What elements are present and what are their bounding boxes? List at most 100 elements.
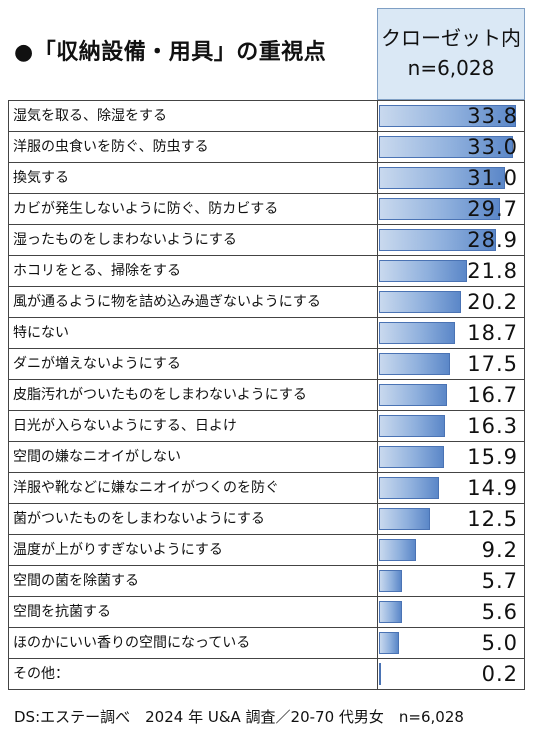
category-label: その他： bbox=[9, 659, 378, 689]
value-label: 5.7 bbox=[481, 569, 518, 593]
bar-cell: 0.2 bbox=[378, 659, 524, 689]
bar bbox=[379, 477, 439, 499]
category-label: ほのかにいい香りの空間になっている bbox=[9, 628, 378, 658]
value-label: 15.9 bbox=[467, 445, 518, 469]
category-label: 空間の菌を除菌する bbox=[9, 566, 378, 596]
bar bbox=[379, 198, 500, 220]
column-header-label: クローゼット内 bbox=[381, 26, 521, 50]
value-label: 5.6 bbox=[481, 600, 518, 624]
category-label: 空間を抗菌する bbox=[9, 597, 378, 627]
category-label: 湿気を取る、除湿をする bbox=[9, 101, 378, 131]
table-row: 換気する 31.0 bbox=[9, 162, 524, 193]
bar-cell: 20.2 bbox=[378, 287, 524, 317]
bar bbox=[379, 446, 444, 468]
bar bbox=[379, 663, 381, 685]
bar-cell: 33.8 bbox=[378, 101, 524, 131]
category-label: 温度が上がりすぎないようにする bbox=[9, 535, 378, 565]
bar bbox=[379, 136, 513, 158]
table-row: 特にない 18.7 bbox=[9, 317, 524, 348]
bar bbox=[379, 353, 450, 375]
bar bbox=[379, 229, 496, 251]
table-row: 菌がついたものをしまわないようにする 12.5 bbox=[9, 503, 524, 534]
source-note: DS:エステー調べ 2024 年 U&A 調査／20-70 代男女 n=6,02… bbox=[14, 708, 464, 726]
category-label: 特にない bbox=[9, 318, 378, 348]
column-header-sample-size: n=6,028 bbox=[407, 56, 495, 80]
bar-cell: 18.7 bbox=[378, 318, 524, 348]
table-row: 洋服の虫食いを防ぐ、防虫する 33.0 bbox=[9, 131, 524, 162]
bar-cell: 9.2 bbox=[378, 535, 524, 565]
value-label: 33.0 bbox=[467, 135, 518, 159]
category-label: 洋服の虫食いを防ぐ、防虫する bbox=[9, 132, 378, 162]
value-label: 12.5 bbox=[467, 507, 518, 531]
bar bbox=[379, 322, 455, 344]
value-label: 5.0 bbox=[481, 631, 518, 655]
category-label: 湿ったものをしまわないようにする bbox=[9, 225, 378, 255]
bar bbox=[379, 508, 430, 530]
value-label: 33.8 bbox=[467, 104, 518, 128]
bar bbox=[379, 105, 516, 127]
bar bbox=[379, 384, 447, 406]
bar bbox=[379, 632, 399, 654]
value-label: 29.7 bbox=[467, 197, 518, 221]
bar-cell: 29.7 bbox=[378, 194, 524, 224]
category-label: カビが発生しないように防ぐ、防カビする bbox=[9, 194, 378, 224]
table-row: 湿ったものをしまわないようにする 28.9 bbox=[9, 224, 524, 255]
table-row: 皮脂汚れがついたものをしまわないようにする 16.7 bbox=[9, 379, 524, 410]
table-row: ホコリをとる、掃除をする 21.8 bbox=[9, 255, 524, 286]
bar bbox=[379, 167, 505, 189]
bar-cell: 5.7 bbox=[378, 566, 524, 596]
category-label: 風が通るように物を詰め込み過ぎないようにする bbox=[9, 287, 378, 317]
category-label: 換気する bbox=[9, 163, 378, 193]
table-row: ほのかにいい香りの空間になっている 5.0 bbox=[9, 627, 524, 658]
table-row: 洋服や靴などに嫌なニオイがつくのを防ぐ 14.9 bbox=[9, 472, 524, 503]
category-label: ホコリをとる、掃除をする bbox=[9, 256, 378, 286]
category-label: 空間の嫌なニオイがしない bbox=[9, 442, 378, 472]
table-row: 空間の嫌なニオイがしない 15.9 bbox=[9, 441, 524, 472]
category-label: 日光が入らないようにする、日よけ bbox=[9, 411, 378, 441]
bar-cell: 12.5 bbox=[378, 504, 524, 534]
value-label: 17.5 bbox=[467, 352, 518, 376]
chart-title: ●「収納設備・用具」の重視点 bbox=[14, 40, 327, 65]
bar-cell: 21.8 bbox=[378, 256, 524, 286]
table-row: 温度が上がりすぎないようにする 9.2 bbox=[9, 534, 524, 565]
category-label: ダニが増えないようにする bbox=[9, 349, 378, 379]
bar bbox=[379, 601, 402, 623]
category-label: 洋服や靴などに嫌なニオイがつくのを防ぐ bbox=[9, 473, 378, 503]
bar-cell: 15.9 bbox=[378, 442, 524, 472]
bar-cell: 33.0 bbox=[378, 132, 524, 162]
bar bbox=[379, 539, 416, 561]
table-row: 風が通るように物を詰め込み過ぎないようにする 20.2 bbox=[9, 286, 524, 317]
value-label: 9.2 bbox=[481, 538, 518, 562]
value-label: 0.2 bbox=[481, 662, 518, 686]
bar-cell: 5.0 bbox=[378, 628, 524, 658]
bar-cell: 16.3 bbox=[378, 411, 524, 441]
bar-cell: 17.5 bbox=[378, 349, 524, 379]
bar bbox=[379, 291, 461, 313]
table-row: 湿気を取る、除湿をする 33.8 bbox=[9, 101, 524, 131]
bar-cell: 5.6 bbox=[378, 597, 524, 627]
value-label: 14.9 bbox=[467, 476, 518, 500]
column-header: クローゼット内 n=6,028 bbox=[377, 8, 525, 100]
table-row: その他： 0.2 bbox=[9, 658, 524, 689]
bar bbox=[379, 570, 402, 592]
table-row: 日光が入らないようにする、日よけ 16.3 bbox=[9, 410, 524, 441]
bar-cell: 14.9 bbox=[378, 473, 524, 503]
table-row: 空間を抗菌する 5.6 bbox=[9, 596, 524, 627]
value-label: 16.7 bbox=[467, 383, 518, 407]
value-label: 28.9 bbox=[467, 228, 518, 252]
category-label: 皮脂汚れがついたものをしまわないようにする bbox=[9, 380, 378, 410]
table-row: ダニが増えないようにする 17.5 bbox=[9, 348, 524, 379]
bar-cell: 31.0 bbox=[378, 163, 524, 193]
value-label: 31.0 bbox=[467, 166, 518, 190]
bar bbox=[379, 260, 467, 282]
bar-cell: 28.9 bbox=[378, 225, 524, 255]
bar-cell: 16.7 bbox=[378, 380, 524, 410]
value-label: 21.8 bbox=[467, 259, 518, 283]
category-label: 菌がついたものをしまわないようにする bbox=[9, 504, 378, 534]
table-row: 空間の菌を除菌する 5.7 bbox=[9, 565, 524, 596]
value-label: 18.7 bbox=[467, 321, 518, 345]
value-label: 20.2 bbox=[467, 290, 518, 314]
bar-table: 湿気を取る、除湿をする 33.8 洋服の虫食いを防ぐ、防虫する 33.0 換気する 31.… bbox=[8, 100, 525, 690]
value-label: 16.3 bbox=[467, 414, 518, 438]
table-row: カビが発生しないように防ぐ、防カビする 29.7 bbox=[9, 193, 524, 224]
